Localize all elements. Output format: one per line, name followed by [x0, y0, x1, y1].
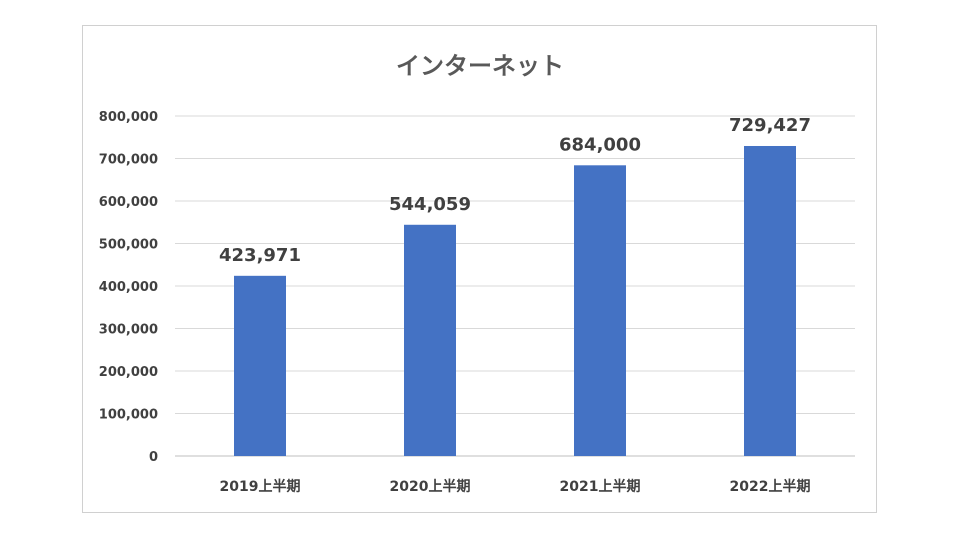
data-label: 684,000	[559, 134, 641, 155]
chart-title: インターネット	[396, 52, 564, 80]
bars	[234, 145, 796, 457]
y-tick-label: 600,000	[99, 195, 158, 210]
data-labels: 423,971 544,059 684,000 729,427	[219, 115, 811, 266]
data-label: 544,059	[389, 194, 471, 215]
y-tick-label: 300,000	[99, 323, 158, 338]
gridlines	[175, 115, 855, 457]
data-label: 729,427	[729, 115, 811, 136]
y-tick-label: 200,000	[99, 365, 158, 380]
y-tick-label: 500,000	[99, 238, 158, 253]
x-tick-label: 2021上半期	[560, 478, 641, 495]
y-tick-label: 400,000	[99, 280, 158, 295]
x-axis-ticks: 2019上半期 2020上半期 2021上半期 2022上半期	[220, 478, 811, 495]
bar	[744, 145, 796, 456]
y-tick-label: 0	[149, 450, 158, 465]
y-axis-ticks: 0 100,000 200,000 300,000 400,000 500,000 600,…	[99, 110, 158, 465]
y-tick-label: 700,000	[99, 153, 158, 168]
bar	[234, 275, 286, 456]
x-tick-label: 2019上半期	[220, 478, 301, 495]
x-tick-label: 2020上半期	[390, 478, 471, 495]
data-label: 423,971	[219, 245, 301, 266]
bar	[574, 165, 626, 457]
x-tick-label: 2022上半期	[730, 478, 811, 495]
bar	[404, 224, 456, 456]
y-tick-label: 100,000	[99, 408, 158, 423]
y-tick-label: 800,000	[99, 110, 158, 125]
